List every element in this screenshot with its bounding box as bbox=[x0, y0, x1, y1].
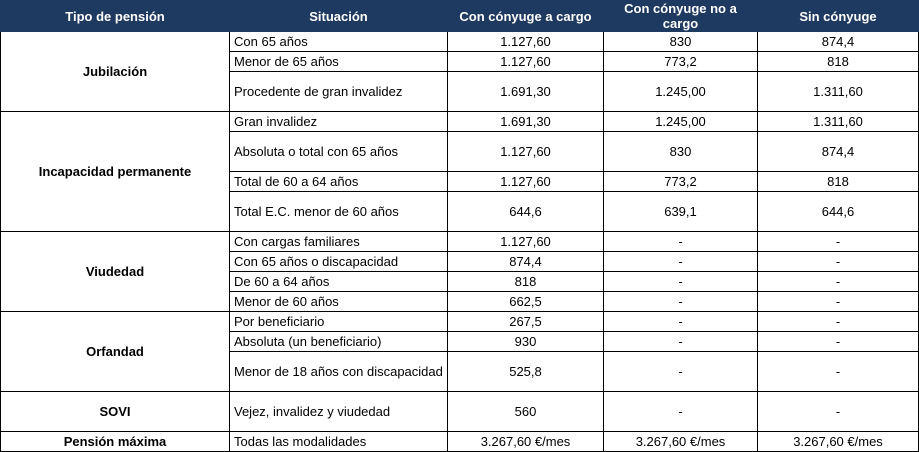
table-row: Incapacidad permanente Gran invalidez 1.69… bbox=[0, 111, 919, 232]
table-row: Viudedad Con cargas familiares 1.127,60- - bbox=[0, 231, 919, 312]
table-row: Pensión máxima Todas las modalidades 3.267… bbox=[0, 431, 919, 452]
amount: 1.127,60 bbox=[447, 51, 604, 72]
amount: 830 bbox=[603, 31, 758, 52]
table-row: Procedente de gran invalidez 1.691,30 1.24… bbox=[1, 71, 919, 112]
table-row: Absoluta o total con 65 años 1.127,60 830 8… bbox=[1, 131, 919, 172]
column-header: Sin cónyuge bbox=[757, 0, 919, 32]
header-row: Tipo de pensión Situación Con cónyuge a ca… bbox=[0, 0, 919, 32]
amount: 644,6 bbox=[757, 191, 919, 232]
pension-type: Jubilación bbox=[0, 31, 230, 112]
amount: 3.267,60 €/mes bbox=[603, 431, 758, 452]
situation: Con 65 años o discapacidad bbox=[229, 251, 448, 272]
pension-type: Pensión máxima bbox=[0, 431, 230, 452]
amount: 1.127,60 bbox=[447, 231, 604, 252]
amount: - bbox=[603, 391, 758, 432]
pension-type: Viudedad bbox=[0, 231, 230, 312]
pension-type: Incapacidad permanente bbox=[0, 111, 230, 232]
column-header: Con cónyuge a cargo bbox=[447, 0, 604, 32]
amount: 662,5 bbox=[447, 291, 604, 312]
situation: Todas las modalidades bbox=[229, 431, 448, 452]
amount: 818 bbox=[757, 51, 919, 72]
amount: 874,4 bbox=[757, 31, 919, 52]
amount: 560 bbox=[447, 391, 604, 432]
situation: Gran invalidez bbox=[229, 111, 448, 132]
amount: 830 bbox=[603, 131, 758, 172]
amount: 1.245,00 bbox=[603, 71, 758, 112]
amount: 1.311,60 bbox=[757, 111, 919, 132]
amount: 267,5 bbox=[447, 311, 604, 332]
amount: 1.245,00 bbox=[603, 111, 758, 132]
amount: 818 bbox=[447, 271, 604, 292]
table-row: Jubilación Con 65 años 1.127,60 830 874,4 bbox=[0, 31, 919, 112]
amount: 1.127,60 bbox=[447, 171, 604, 192]
column-header: Situación bbox=[229, 0, 448, 32]
amount: 3.267,60 €/mes bbox=[757, 431, 919, 452]
table-body: Jubilación Con 65 años 1.127,60 830 874,4 Men… bbox=[0, 31, 919, 452]
amount: - bbox=[757, 231, 919, 252]
amount: 1.691,30 bbox=[447, 71, 604, 112]
amount: - bbox=[757, 331, 919, 352]
amount: - bbox=[603, 251, 758, 272]
situation: Por beneficiario bbox=[229, 311, 448, 332]
situation: De 60 a 64 años bbox=[229, 271, 448, 292]
situation: Con 65 años bbox=[229, 31, 448, 52]
amount: - bbox=[603, 271, 758, 292]
amount: - bbox=[757, 391, 919, 432]
table-row: De 60 a 64 años 818- - bbox=[1, 271, 919, 292]
situation: Absoluta o total con 65 años bbox=[229, 131, 448, 172]
amount: 930 bbox=[447, 331, 604, 352]
column-header: Tipo de pensión bbox=[0, 0, 230, 32]
amount: - bbox=[603, 311, 758, 332]
situation: Menor de 65 años bbox=[229, 51, 448, 72]
amount: 874,4 bbox=[757, 131, 919, 172]
amount: - bbox=[757, 291, 919, 312]
amount: 3.267,60 €/mes bbox=[447, 431, 604, 452]
amount: 644,6 bbox=[447, 191, 604, 232]
amount: - bbox=[603, 331, 758, 352]
amount: - bbox=[603, 291, 758, 312]
amount: 1.127,60 bbox=[447, 31, 604, 52]
table-row: Total E.C. menor de 60 años 644,6 639,1 644… bbox=[1, 191, 919, 232]
situation: Procedente de gran invalidez bbox=[229, 71, 448, 112]
amount: - bbox=[603, 351, 758, 392]
pension-type: SOVI bbox=[0, 391, 230, 432]
situation: Con cargas familiares bbox=[229, 231, 448, 252]
situation: Menor de 60 años bbox=[229, 291, 448, 312]
amount: - bbox=[603, 231, 758, 252]
amount: 1.311,60 bbox=[757, 71, 919, 112]
pension-type: Orfandad bbox=[0, 311, 230, 392]
amount: - bbox=[757, 311, 919, 332]
situation: Absoluta (un beneficiario) bbox=[229, 331, 448, 352]
amount: 1.127,60 bbox=[447, 131, 604, 172]
situation: Menor de 18 años con discapacidad bbox=[229, 351, 448, 392]
amount: 525,8 bbox=[447, 351, 604, 392]
table-row: Orfandad Por beneficiario 267,5- - bbox=[0, 311, 919, 392]
table-row: SOVI Vejez, invalidez y viudedad 560- - bbox=[0, 391, 919, 432]
situation: Vejez, invalidez y viudedad bbox=[229, 391, 448, 432]
situation: Total de 60 a 64 años bbox=[229, 171, 448, 192]
amount: 639,1 bbox=[603, 191, 758, 232]
column-header: Con cónyuge no a cargo bbox=[603, 0, 758, 32]
amount: 874,4 bbox=[447, 251, 604, 272]
amount: - bbox=[757, 351, 919, 392]
amount: 773,2 bbox=[603, 171, 758, 192]
amount: - bbox=[757, 271, 919, 292]
situation: Total E.C. menor de 60 años bbox=[229, 191, 448, 232]
amount: 818 bbox=[757, 171, 919, 192]
amount: 1.691,30 bbox=[447, 111, 604, 132]
amount: - bbox=[757, 251, 919, 272]
amount: 773,2 bbox=[603, 51, 758, 72]
